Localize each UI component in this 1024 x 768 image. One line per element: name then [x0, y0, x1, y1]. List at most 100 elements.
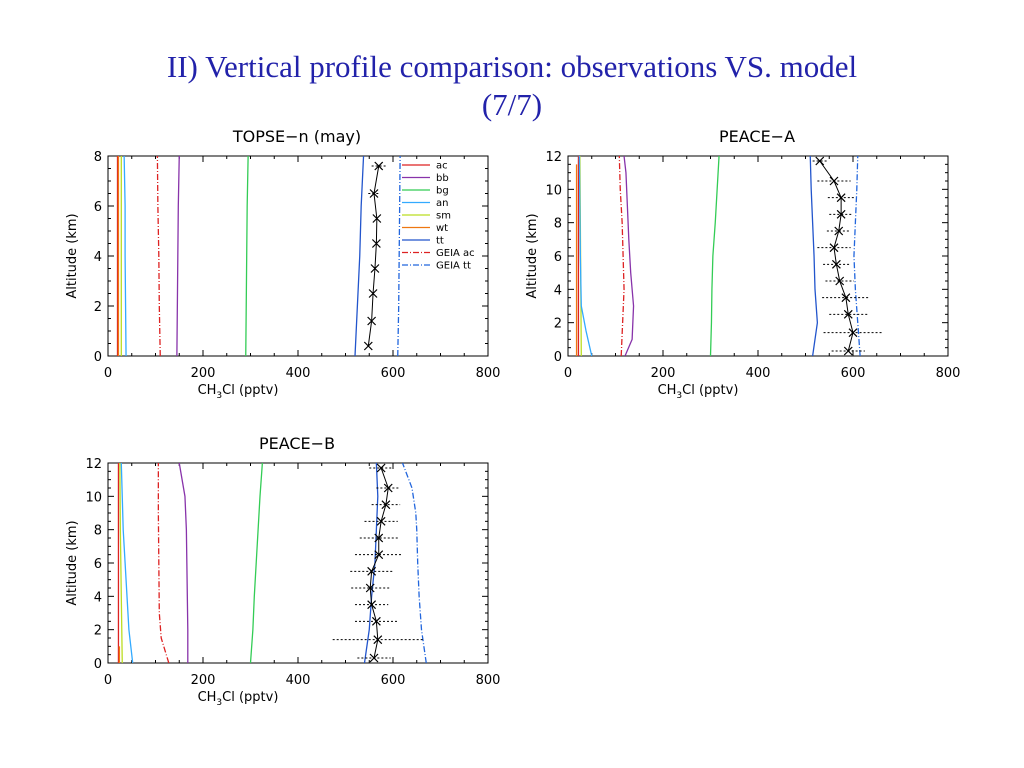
series-line-tt [354, 156, 365, 356]
observation-marker [365, 583, 375, 593]
series-line-bb [176, 156, 180, 356]
series-line-geia-tt [853, 156, 861, 356]
observation-marker [369, 189, 379, 198]
chart-peace-b: PEACE−B 0 200 400 600 800 0 2 4 6 8 10 12 CH3Cl (pptv… [65, 434, 501, 708]
y-tick-label: 4 [94, 250, 102, 265]
series-line-geia-ac [157, 463, 170, 663]
observation-marker [374, 550, 384, 560]
x-tick-label: 800 [936, 366, 961, 381]
chart-title: PEACE−A [719, 127, 795, 146]
series-line-bg [709, 156, 720, 356]
x-tick-label: 600 [381, 366, 406, 381]
y-tick-label: 2 [94, 624, 102, 639]
x-tick-label: 400 [286, 673, 311, 688]
series-line-an [578, 156, 593, 356]
x-axis-label: CH3Cl (pptv) [198, 383, 279, 401]
chart-title: TOPSE−n (may) [232, 127, 361, 146]
slide-title: II) Vertical profile comparison: observa… [0, 48, 1024, 124]
legend-label: tt [436, 236, 444, 247]
plot-area [117, 463, 427, 663]
x-axis-label-main: CH [198, 383, 217, 398]
observation-marker [836, 193, 846, 203]
series-line-bg [249, 463, 264, 663]
series-line-geia-ac [618, 156, 625, 356]
chart-topse-n: TOPSE−n (may) 0 200 400 600 800 0 2 4 6 8 CH3Cl (pp… [65, 127, 501, 401]
y-axis-label: Altitude (km) [65, 213, 80, 298]
x-axis-label-rest: Cl (pptv) [222, 383, 278, 398]
x-tick-label: 600 [381, 673, 406, 688]
observation-marker [371, 616, 381, 626]
plot-area [116, 156, 401, 356]
observation-marker [843, 309, 853, 319]
x-axis-label-rest: Cl (pptv) [682, 383, 738, 398]
y-axis-label: Altitude (km) [525, 213, 540, 298]
y-tick-label: 4 [554, 283, 562, 298]
y-tick-label: 6 [554, 250, 562, 265]
x-axis-label-main: CH [198, 690, 217, 705]
y-tick-label: 12 [85, 457, 102, 472]
y-tick-label: 12 [545, 150, 562, 165]
observation-marker [834, 226, 844, 236]
x-tick-label: 600 [841, 366, 866, 381]
y-tick-label: 4 [94, 590, 102, 605]
observation-marker [370, 264, 380, 273]
legend-label: GEIA ac [436, 248, 475, 259]
series-line-tt [809, 156, 819, 356]
observation-marker [381, 500, 391, 510]
legend-label: an [436, 198, 448, 209]
observation-marker [363, 341, 373, 351]
chart-peace-a: PEACE−A 0 200 400 600 800 0 2 4 6 8 10 12 CH3Cl (pptv… [525, 127, 961, 401]
series-line-sm [119, 463, 123, 663]
observation-marker [836, 209, 846, 219]
observation-marker [829, 176, 839, 186]
observation-marker [367, 566, 377, 576]
y-tick-label: 0 [94, 350, 102, 365]
observation-marker [815, 156, 825, 166]
x-tick-label: 800 [476, 673, 501, 688]
y-tick-label: 2 [554, 317, 562, 332]
x-tick-label: 800 [476, 366, 501, 381]
observation-marker [376, 516, 386, 526]
observation-marker [841, 293, 851, 303]
observation-marker [367, 600, 377, 610]
plot-frame [107, 462, 489, 664]
observation-marker [374, 161, 384, 171]
plot-frame [567, 155, 949, 357]
observation-marker [848, 328, 858, 338]
y-tick-label: 10 [545, 183, 562, 198]
observation-marker [372, 214, 382, 223]
x-tick-label: 400 [286, 366, 311, 381]
slide-title-line2: (7/7) [481, 87, 543, 122]
observation-profile-line [819, 160, 854, 352]
observation-marker [843, 346, 853, 356]
legend-label: bb [436, 173, 449, 184]
series-line-geia-ac [156, 156, 161, 356]
observation-marker [368, 289, 378, 298]
legend-label: wt [436, 223, 448, 234]
observation-profile-line [369, 467, 389, 659]
y-tick-label: 2 [94, 300, 102, 315]
legend-label: bg [436, 186, 449, 197]
legend-label: sm [436, 211, 451, 222]
x-tick-label: 200 [651, 366, 676, 381]
y-tick-label: 0 [94, 657, 102, 672]
x-tick-label: 0 [564, 366, 572, 381]
observation-marker [367, 316, 377, 326]
y-tick-label: 0 [554, 350, 562, 365]
observation-marker [369, 653, 379, 663]
x-tick-label: 0 [104, 673, 112, 688]
observation-profile-line [367, 165, 380, 347]
slide-title-line1: II) Vertical profile comparison: observa… [166, 49, 858, 84]
x-axis-label-rest: Cl (pptv) [222, 690, 278, 705]
observation-marker [376, 463, 386, 473]
series-line-geia-tt [401, 463, 427, 663]
x-axis-label-main: CH [658, 383, 677, 398]
plot-area [575, 156, 883, 356]
x-axis-label: CH3Cl (pptv) [198, 690, 279, 708]
x-tick-label: 400 [746, 366, 771, 381]
observation-marker [835, 276, 845, 286]
x-tick-label: 200 [191, 673, 216, 688]
series-line-geia-tt [397, 156, 401, 356]
legend-label: GEIA tt [436, 261, 471, 272]
y-tick-label: 8 [94, 524, 102, 539]
